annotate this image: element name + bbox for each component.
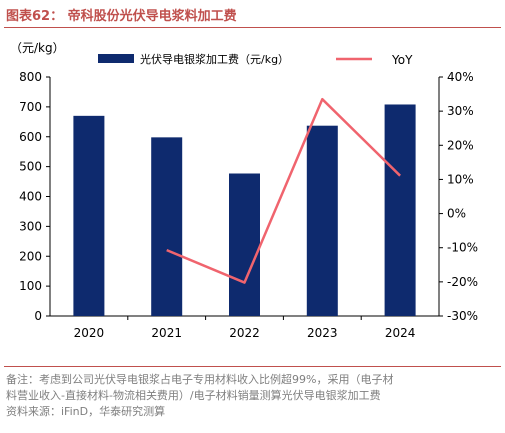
legend-line-label: YoY: [391, 53, 413, 67]
left-y-tick-label: 300: [19, 219, 42, 233]
legend: 光伏导电银浆加工费（元/kg） YoY: [98, 52, 413, 67]
x-tick-label: 2024: [385, 326, 416, 340]
right-y-tick-label: 0%: [447, 207, 466, 221]
x-tick-label: 2022: [229, 326, 260, 340]
notes: 备注：考虑到公司光伏导电银浆占电子专用材料收入比例超99%，采用（电子材 料营业…: [6, 372, 500, 420]
yoy-line: [166, 97, 401, 284]
chart: （元/kg） 光伏导电银浆加工费（元/kg） YoY 0 100 200 300 400…: [10, 41, 478, 340]
yoy-line-series: [166, 97, 401, 284]
note-line-1: 备注：考虑到公司光伏导电银浆占电子专用材料收入比例超99%，采用（电子材: [6, 373, 394, 386]
left-y-tick-label: 600: [19, 130, 42, 144]
x-tick-label: 2021: [151, 326, 182, 340]
left-y-tick-label: 100: [19, 279, 42, 293]
axes: 0 100 200 300 400 500 600 700 800 -30% -20% -10% 0% 1…: [19, 70, 478, 323]
title-rule: [4, 27, 501, 28]
left-y-tick-label: 0: [34, 309, 42, 323]
legend-bar-label: 光伏导电银浆加工费（元/kg）: [140, 52, 289, 66]
right-y-tick-label: 10%: [447, 172, 474, 186]
left-y-tick-label: 400: [19, 190, 42, 204]
left-y-tick-label: 800: [19, 70, 42, 84]
bar-2020: [73, 115, 105, 317]
bars: [73, 104, 416, 317]
left-y-tick-label: 700: [19, 100, 42, 114]
x-tick-label: 2020: [74, 326, 105, 340]
source-line: 资料来源：iFinD，华泰研究测算: [6, 405, 166, 418]
right-y-tick-label: 20%: [447, 138, 474, 152]
legend-bar-swatch: [98, 54, 134, 63]
x-axis-tick-labels: 2020 2021 2022 2023 2024: [74, 326, 416, 340]
right-y-tick-label: 40%: [447, 70, 474, 84]
bar-2021: [151, 137, 183, 316]
bar-2024: [384, 104, 416, 316]
bar-2022: [229, 173, 260, 316]
y-axis-unit-label: （元/kg）: [10, 41, 65, 55]
figure-title: 图表62： 帝科股份光伏导电浆料加工费: [6, 9, 237, 24]
right-y-tick-label: -20%: [447, 275, 478, 289]
bar-2023: [306, 125, 338, 316]
x-tick-label: 2023: [307, 326, 338, 340]
left-y-tick-label: 500: [19, 160, 42, 174]
right-y-tick-label: -10%: [447, 241, 478, 255]
left-y-tick-label: 200: [19, 249, 42, 263]
right-y-tick-label: -30%: [447, 309, 478, 323]
right-y-tick-label: 30%: [447, 104, 474, 118]
notes-rule: [4, 366, 501, 367]
note-line-2: 料营业收入-直接材料-物流相关费用）/电子材料销量测算光伏导电银浆加工费: [6, 389, 381, 402]
